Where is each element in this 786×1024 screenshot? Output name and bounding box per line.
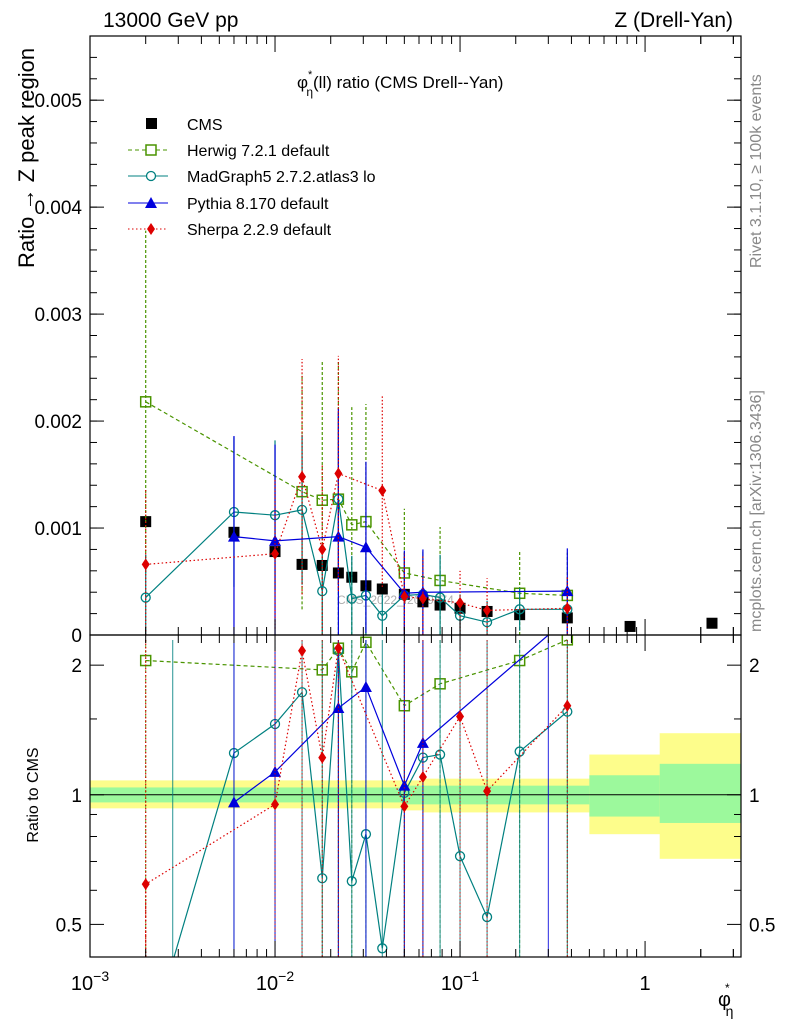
ratio-panel-marks — [90, 635, 741, 957]
marker-sherpa — [141, 558, 150, 571]
marker-sherpa — [334, 467, 343, 480]
ratio-series-sherpa — [141, 640, 572, 957]
marker-pythia — [359, 541, 372, 553]
marker-pythia — [561, 585, 574, 597]
legend-label-sherpa: Sherpa 2.2.9 default — [187, 222, 332, 239]
line-pythia — [233, 535, 568, 594]
ratio-marker-sherpa — [456, 710, 465, 723]
ratio-marker-madgraph5 — [481, 911, 493, 923]
main-ytick-label: 0.001 — [34, 519, 82, 540]
ratio-line-pythia — [233, 635, 549, 803]
series-cms — [140, 516, 718, 632]
ratio-marker-sherpa — [418, 770, 427, 783]
marker-madgraph5 — [346, 593, 357, 604]
legend-item-madgraph: MadGraph5 2.7.2.atlas3 lo — [128, 169, 376, 186]
line-herwig — [145, 401, 568, 597]
ratio-band-inner — [589, 775, 661, 817]
marker-sherpa — [456, 596, 465, 609]
ratio-marker-pythia — [359, 680, 372, 692]
legend-label-cms: CMS — [187, 117, 223, 134]
xtick-label: 10−3 — [71, 968, 109, 995]
ratio-panel-frame — [89, 634, 742, 958]
legend-item-sherpa: Sherpa 2.2.9 default — [128, 222, 332, 239]
marker-cms — [624, 620, 636, 632]
main-ytick-label: 0.002 — [34, 412, 82, 433]
ratio-marker-sherpa — [334, 642, 343, 655]
ratio-ytick-label-right: 2 — [749, 656, 760, 677]
legend-item-pythia: Pythia 8.170 default — [128, 196, 329, 213]
ratio-marker-madgraph5 — [346, 876, 357, 887]
chart-marks: 0 0.001 0.002 0.003 0.004 0.005 0.5 0.5 1 1 2 2 10−3… — [34, 35, 775, 995]
mcplots-label: mcplots.cern.ch [arXiv:1306.3436] — [748, 390, 765, 632]
main-panel-marks — [139, 230, 718, 635]
ratio-line-herwig — [145, 639, 568, 707]
header-left: 13000 GeV pp — [103, 9, 238, 32]
ratio-ytick-label: 2 — [71, 656, 82, 677]
marker-sherpa — [298, 470, 307, 483]
marker-sherpa — [400, 590, 409, 603]
ratio-marker-sherpa — [563, 699, 572, 712]
ratio-marker-sherpa — [298, 644, 307, 657]
marker-madgraph5 — [434, 592, 446, 603]
ratio-marker-sherpa — [318, 751, 327, 764]
legend-label-pythia: Pythia 8.170 default — [187, 196, 329, 213]
marker-pythia — [227, 530, 240, 542]
ratio-ytick-label-right: 0.5 — [749, 915, 775, 936]
xtick-label: 1 — [640, 973, 651, 995]
plot-title: φ* η(ll) ratio (CMS Drell--Yan) — [297, 69, 503, 99]
legend-marker-herwig — [145, 144, 157, 156]
ratio-ytick-label-right: 1 — [749, 786, 760, 807]
legend-marker-pythia — [145, 197, 157, 208]
ratio-marker-sherpa — [271, 798, 280, 811]
marker-sherpa — [563, 602, 572, 615]
ratio-marker-pythia — [227, 796, 240, 808]
legend-marker-cms — [146, 118, 157, 129]
marker-sherpa — [271, 547, 280, 560]
marker-sherpa — [378, 484, 387, 497]
ratio-marker-sherpa — [483, 785, 492, 798]
ratio-ytick-label: 0.5 — [56, 915, 82, 936]
xtick-label: 10−2 — [256, 968, 294, 995]
xtick-label: 10−1 — [441, 968, 479, 995]
main-ytick-label: 0.003 — [34, 305, 82, 326]
marker-pythia — [332, 530, 345, 542]
legend-marker-sherpa — [147, 223, 155, 235]
marker-madgraph5 — [377, 610, 388, 621]
legend-label-madgraph: MadGraph5 2.7.2.atlas3 lo — [187, 169, 376, 186]
marker-herwig — [346, 519, 358, 531]
ratio-marker-sherpa — [141, 878, 150, 891]
ratio-marker-madgraph5 — [434, 749, 446, 760]
ratio-line-madgraph5 — [173, 650, 568, 957]
rivet-label: Rivet 3.1.10, ≥ 100k events — [748, 74, 765, 268]
legend-label-herwig: Herwig 7.2.1 default — [187, 143, 330, 160]
marker-sherpa — [418, 592, 427, 605]
ratio-marker-sherpa — [400, 800, 409, 813]
marker-madgraph5 — [296, 504, 308, 516]
legend-marker-madgraph — [145, 170, 157, 182]
marker-sherpa — [483, 604, 492, 617]
marker-cms — [376, 583, 388, 595]
main-ytick-label: 0.005 — [34, 91, 82, 112]
ratio-ytick-label: 1 — [71, 786, 82, 807]
ratio-marker-pythia — [269, 765, 282, 777]
main-ytick-label: 0 — [71, 626, 82, 647]
ratio-marker-madgraph5 — [377, 943, 388, 954]
ratio-marker-pythia — [398, 779, 411, 791]
marker-cms — [706, 617, 718, 629]
x-axis-label: φ* η — [718, 981, 733, 1019]
line-sherpa — [145, 472, 568, 612]
line-madgraph5 — [145, 499, 568, 623]
main-ylabel: Ratio → Z peak region — [14, 48, 39, 268]
marker-herwig — [139, 396, 152, 408]
legend-item-herwig: Herwig 7.2.1 default — [128, 143, 330, 160]
main-ytick-label: 0.004 — [34, 198, 82, 219]
header-right: Z (Drell-Yan) — [614, 9, 733, 32]
marker-sherpa — [318, 543, 327, 556]
legend: CMS Herwig 7.2.1 default MadGraph5 2.7.2… — [128, 117, 376, 239]
legend-item-cms: CMS — [146, 117, 223, 134]
ratio-ylabel: Ratio to CMS — [25, 747, 42, 842]
ratio-band-inner — [659, 763, 741, 823]
